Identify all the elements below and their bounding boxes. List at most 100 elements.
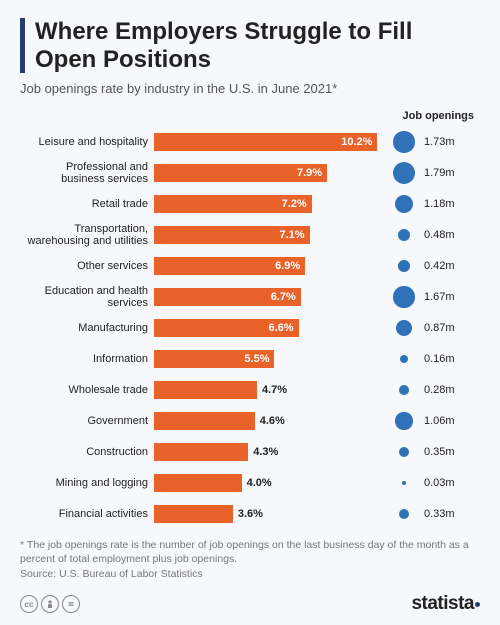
openings-dot <box>396 320 412 336</box>
footer: cc statista <box>20 593 480 615</box>
bar-value-label: 5.5% <box>244 353 269 365</box>
by-icon <box>41 595 59 613</box>
dot-wrap <box>384 447 424 458</box>
category-label: Financial activities <box>20 508 154 520</box>
openings-value: 1.06m <box>424 415 470 427</box>
dot-wrap <box>384 355 424 363</box>
bar-track: 4.3% <box>154 443 384 461</box>
openings-value: 1.73m <box>424 136 470 148</box>
category-label: Leisure and hospitality <box>20 136 154 148</box>
bar-track: 6.6% <box>154 319 384 337</box>
chart-card: Where Employers Struggle to Fill Open Po… <box>0 0 500 625</box>
category-label: Transportation, warehousing and utilitie… <box>20 223 154 247</box>
chart-rows: Leisure and hospitality 10.2% 1.73m Profess… <box>20 128 480 528</box>
chart-row: Retail trade7.2% 1.18m <box>20 190 480 218</box>
footnote: * The job openings rate is the number of… <box>20 538 480 566</box>
bar-value-label: 4.7% <box>262 384 287 396</box>
bar-track: 7.2% <box>154 195 384 213</box>
dot-wrap <box>384 412 424 429</box>
openings-value: 0.87m <box>424 322 470 334</box>
openings-value: 1.79m <box>424 167 470 179</box>
openings-value: 0.28m <box>424 384 470 396</box>
category-label: Education and health services <box>20 285 154 309</box>
cc-icons: cc <box>20 595 80 613</box>
cc-icon: cc <box>20 595 38 613</box>
bar-value-label: 4.3% <box>253 446 278 458</box>
dot-wrap <box>384 162 424 184</box>
dot-wrap <box>384 229 424 241</box>
category-label: Government <box>20 415 154 427</box>
legend-label: Job openings <box>20 110 480 122</box>
bar-track: 4.0% <box>154 474 384 492</box>
openings-dot <box>400 355 408 363</box>
category-label: Other services <box>20 260 154 272</box>
openings-value: 0.35m <box>424 446 470 458</box>
chart-row: Mining and logging 4.0% 0.03m <box>20 469 480 497</box>
bar-track: 7.9% <box>154 164 384 182</box>
bar-value-label: 6.7% <box>271 291 296 303</box>
openings-value: 1.18m <box>424 198 470 210</box>
chart-row: Other services 6.9% 0.42m <box>20 252 480 280</box>
dot-wrap <box>384 385 424 395</box>
brand-logo: statista <box>411 593 480 615</box>
openings-dot <box>393 286 414 307</box>
bar-value-label: 10.2% <box>341 136 372 148</box>
dot-wrap <box>384 481 424 486</box>
openings-dot <box>399 385 409 395</box>
title-wrap: Where Employers Struggle to Fill Open Po… <box>20 18 480 73</box>
svg-text:cc: cc <box>25 600 34 609</box>
chart-row: Leisure and hospitality 10.2% 1.73m <box>20 128 480 156</box>
bar <box>154 381 257 399</box>
openings-value: 0.16m <box>424 353 470 365</box>
bar-track: 6.9% <box>154 257 384 275</box>
bar-value-label: 4.6% <box>260 415 285 427</box>
bar-track: 7.1% <box>154 226 384 244</box>
openings-dot <box>395 412 412 429</box>
chart-row: Government 4.6% 1.06m <box>20 407 480 435</box>
dot-wrap <box>384 131 424 153</box>
category-label: Mining and logging <box>20 477 154 489</box>
category-label: Professional and business services <box>20 161 154 185</box>
chart-row: Financial activities3.6%0.33m <box>20 500 480 528</box>
dot-wrap <box>384 260 424 272</box>
openings-dot <box>402 481 407 486</box>
openings-dot <box>399 447 410 458</box>
brand-dot-icon <box>475 602 480 607</box>
openings-dot <box>395 195 413 213</box>
chart-title: Where Employers Struggle to Fill Open Po… <box>35 18 480 73</box>
chart-row: Information5.5%0.16m <box>20 345 480 373</box>
bar-value-label: 4.0% <box>247 477 272 489</box>
bar-value-label: 3.6% <box>238 508 263 520</box>
chart-row: Professional and business services 7.9% 1.… <box>20 159 480 187</box>
bar-value-label: 6.9% <box>275 260 300 272</box>
bar-value-label: 7.1% <box>279 229 304 241</box>
nd-icon <box>62 595 80 613</box>
dot-wrap <box>384 509 424 520</box>
source-label: Source: U.S. Bureau of Labor Statistics <box>20 568 480 580</box>
dot-wrap <box>384 195 424 213</box>
category-label: Wholesale trade <box>20 384 154 396</box>
category-label: Retail trade <box>20 198 154 210</box>
chart-row: Education and health services 6.7% 1.67m <box>20 283 480 311</box>
bar <box>154 474 242 492</box>
category-label: Construction <box>20 446 154 458</box>
openings-value: 1.67m <box>424 291 470 303</box>
bar-value-label: 6.6% <box>269 322 294 334</box>
openings-value: 0.03m <box>424 477 470 489</box>
chart-subtitle: Job openings rate by industry in the U.S… <box>20 81 480 98</box>
openings-dot <box>399 509 410 520</box>
bar <box>154 505 233 523</box>
openings-dot <box>398 260 410 272</box>
chart-row: Wholesale trade 4.7% 0.28m <box>20 376 480 404</box>
openings-value: 0.42m <box>424 260 470 272</box>
bar-value-label: 7.9% <box>297 167 322 179</box>
chart-row: Manufacturing6.6%0.87m <box>20 314 480 342</box>
bar-track: 4.6% <box>154 412 384 430</box>
bar-track: 3.6% <box>154 505 384 523</box>
openings-dot <box>393 131 415 153</box>
bar-track: 6.7% <box>154 288 384 306</box>
bar-track: 10.2% <box>154 133 384 151</box>
openings-dot <box>398 229 410 241</box>
dot-wrap <box>384 286 424 307</box>
bar <box>154 412 255 430</box>
